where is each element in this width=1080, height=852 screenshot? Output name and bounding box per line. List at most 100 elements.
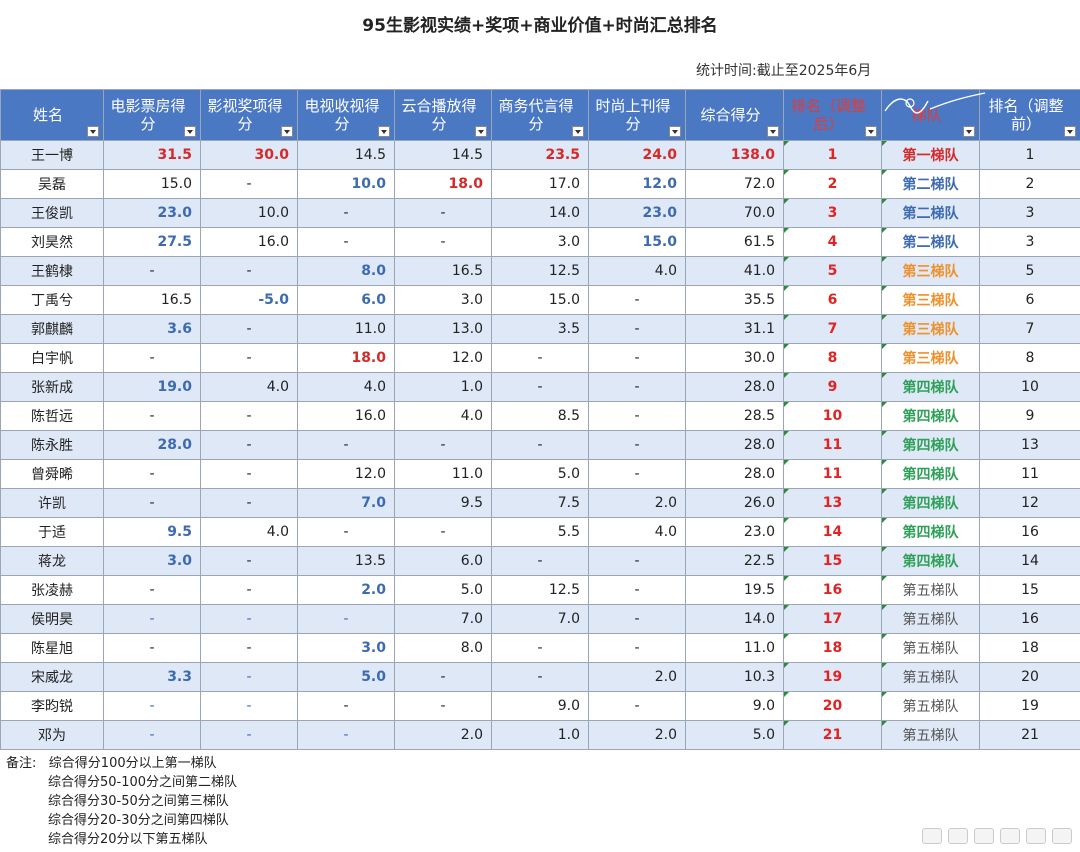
column-header[interactable]: 排名（调整前） [979,89,1080,141]
cell-score: 23.0 [103,198,201,228]
cell-score: - [491,633,589,663]
column-header[interactable]: 时尚上刊得分 [588,89,686,141]
cell-score: - [588,575,686,605]
filter-dropdown-icon[interactable] [184,126,196,137]
cell-score: 3.0 [103,546,201,576]
cell-score: - [297,430,395,460]
table-row: 王鹤棣 - -8.0 16.5 12.5 4.0 41.0 5 第三梯队 5 [0,256,1080,286]
filter-dropdown-icon[interactable] [378,126,390,137]
comment-marker-icon [882,344,887,349]
cell-score: - [588,343,686,373]
column-header[interactable]: 梯队 [881,89,980,141]
cell-score: - [297,720,395,750]
comment-marker-icon [882,576,887,581]
page-title: 95生影视实绩+奖项+商业价值+时尚汇总排名 [362,16,718,36]
column-header[interactable]: 排名（调整后） [783,89,882,141]
cell-rank-adjusted: 15 [783,546,882,576]
cell-rank-before: 2 [979,169,1080,199]
cell-score: 15.0 [491,285,589,315]
column-header[interactable]: 影视奖项得分 [200,89,298,141]
toolbar-icon[interactable] [948,828,968,844]
table-row: 于适 9.5 4.0- -5.5 4.0 23.0 14 第四梯队 16 [0,517,1080,547]
column-header[interactable]: 云合播放得分 [394,89,492,141]
cell-score: 16.5 [394,256,492,286]
cell-score: - [103,343,201,373]
column-header-label: 梯队 [911,106,942,124]
column-header[interactable]: 电视收视得分 [297,89,395,141]
toolbar-icon[interactable] [1000,828,1020,844]
column-header[interactable]: 电影票房得分 [103,89,201,141]
filter-dropdown-icon[interactable] [281,126,293,137]
cell-rank-before: 11 [979,459,1080,489]
cell-score: - [588,285,686,315]
toolbar-icon[interactable] [1026,828,1046,844]
cell-name: 邓为 [0,720,104,750]
filter-dropdown-icon[interactable] [475,126,487,137]
table-row: 张凌赫 - -2.0 5.0 12.5-19.5 16 第五梯队 15 [0,575,1080,605]
cell-total: 31.1 [685,314,784,344]
table-row: 陈星旭 - -3.0 8.0- -11.0 18 第五梯队 18 [0,633,1080,663]
cell-tier: 第四梯队 [881,372,980,402]
cell-total: 26.0 [685,488,784,518]
cell-total: 35.5 [685,285,784,315]
note-line: 综合得分50-100分之间第二梯队 [48,775,238,790]
comment-marker-icon [882,547,887,552]
table-row: 郭麒麟 3.6-11.0 13.0 3.5-31.1 7 第三梯队 7 [0,314,1080,344]
cell-score: - [200,691,298,721]
filter-dropdown-icon[interactable] [572,126,584,137]
comment-marker-icon [882,315,887,320]
cell-score: - [588,546,686,576]
cell-tier: 第三梯队 [881,343,980,373]
cell-score: - [200,575,298,605]
column-header-label: 排名（调整后） [790,97,866,133]
cell-score: 5.0 [491,459,589,489]
cell-tier: 第五梯队 [881,662,980,692]
decorative-doodle [884,92,986,114]
cell-rank-adjusted: 19 [783,662,882,692]
filter-dropdown-icon[interactable] [669,126,681,137]
column-header[interactable]: 商务代言得分 [491,89,589,141]
comment-marker-icon [882,605,887,610]
comment-marker-icon [784,634,789,639]
column-header-label: 云合播放得分 [401,97,477,133]
filter-dropdown-icon[interactable] [1064,126,1076,137]
filter-dropdown-icon[interactable] [865,126,877,137]
cell-rank-before: 13 [979,430,1080,460]
cell-score: - [200,314,298,344]
toolbar-icon[interactable] [1052,828,1072,844]
cell-score: - [394,662,492,692]
cell-score: - [103,633,201,663]
cell-tier: 第四梯队 [881,488,980,518]
cell-tier: 第五梯队 [881,691,980,721]
column-header[interactable]: 综合得分 [685,89,784,141]
cell-score: 7.0 [491,604,589,634]
column-header[interactable]: 姓名 [0,89,104,141]
cell-score: 16.5 [103,285,201,315]
table-body: 王一博 31.5 30.0 14.5 14.5 23.5 24.0 138.0 1 第一梯队 1 吴磊… [0,140,1080,750]
cell-rank-adjusted: 5 [783,256,882,286]
cell-score: - [394,517,492,547]
toolbar-icon[interactable] [922,828,942,844]
filter-dropdown-icon[interactable] [767,126,779,137]
column-header-label: 电影票房得分 [110,97,186,133]
table-row: 李昀锐 - - - -9.0-9.0 20 第五梯队 19 [0,691,1080,721]
cell-name: 张凌赫 [0,575,104,605]
comment-marker-icon [882,373,887,378]
cell-tier: 第四梯队 [881,459,980,489]
cell-score: - [394,198,492,228]
filter-dropdown-icon[interactable] [963,126,975,137]
image-toolbar [922,828,1072,844]
cell-score: 15.0 [103,169,201,199]
filter-dropdown-icon[interactable] [87,126,99,137]
cell-score: - [491,343,589,373]
comment-marker-icon [784,605,789,610]
cell-score: 3.0 [297,633,395,663]
cell-score: 5.0 [297,662,395,692]
note-line: 综合得分100分以上第一梯队 [48,756,217,771]
cell-rank-before: 16 [979,604,1080,634]
toolbar-icon[interactable] [974,828,994,844]
cell-rank-before: 8 [979,343,1080,373]
cell-score: 31.5 [103,140,201,170]
cell-score: 1.0 [491,720,589,750]
column-header-label: 排名（调整前） [988,97,1064,133]
